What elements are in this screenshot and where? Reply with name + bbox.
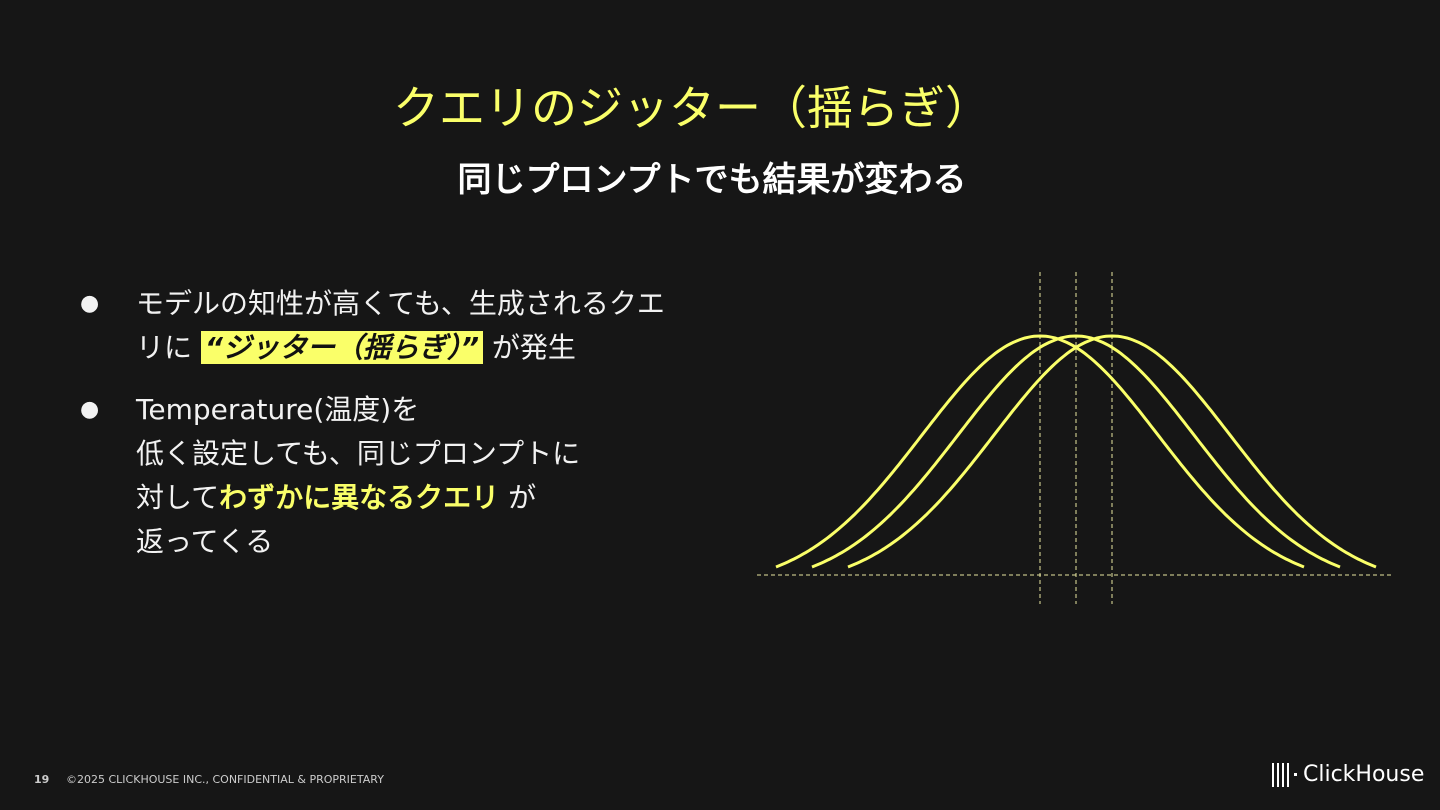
bullet-dot-icon: ● xyxy=(80,397,100,422)
bullet-dot-icon: ● xyxy=(80,291,100,316)
bullet-list: ● モデルの知性が高くても、生成されるクエ リに “ジッター（揺らぎ）” が発生… xyxy=(80,282,720,582)
bullet-item: ● Temperature(温度)を 低く設定しても、同じプロンプトに 対してわ… xyxy=(80,388,720,564)
copyright: ©2025 CLICKHOUSE INC., CONFIDENTIAL & PR… xyxy=(66,773,384,786)
bullet-text: モデルの知性が高くても、生成されるクエ xyxy=(136,287,665,320)
bullet-item: ● モデルの知性が高くても、生成されるクエ リに “ジッター（揺らぎ）” が発生 xyxy=(80,282,720,370)
bullet-text: 低く設定しても、同じプロンプトに xyxy=(136,437,581,470)
bullet-text: が xyxy=(499,481,537,514)
bell-curve xyxy=(847,334,1377,569)
logo-text: ClickHouse xyxy=(1303,762,1425,787)
clickhouse-logo: ClickHouse xyxy=(1272,762,1424,787)
emphasis-text: わずかに異なるクエリ xyxy=(219,481,500,514)
bullet-text: リに xyxy=(136,331,201,364)
bullet-text: が発生 xyxy=(482,331,576,364)
highlight-jitter: “ジッター（揺らぎ）” xyxy=(200,331,483,364)
bell-curve xyxy=(811,334,1341,569)
slide-title: クエリのジッター（揺らぎ） xyxy=(393,81,991,135)
bullet-text: Temperature(温度)を xyxy=(136,393,420,426)
slide-subtitle: 同じプロンプトでも結果が変わる xyxy=(457,160,967,200)
bell-curve xyxy=(775,334,1305,569)
clickhouse-bars-icon xyxy=(1272,762,1297,787)
page-number: 19 xyxy=(34,773,50,786)
bullet-text: 対して xyxy=(136,481,220,514)
bullet-text: 返ってくる xyxy=(136,525,274,558)
